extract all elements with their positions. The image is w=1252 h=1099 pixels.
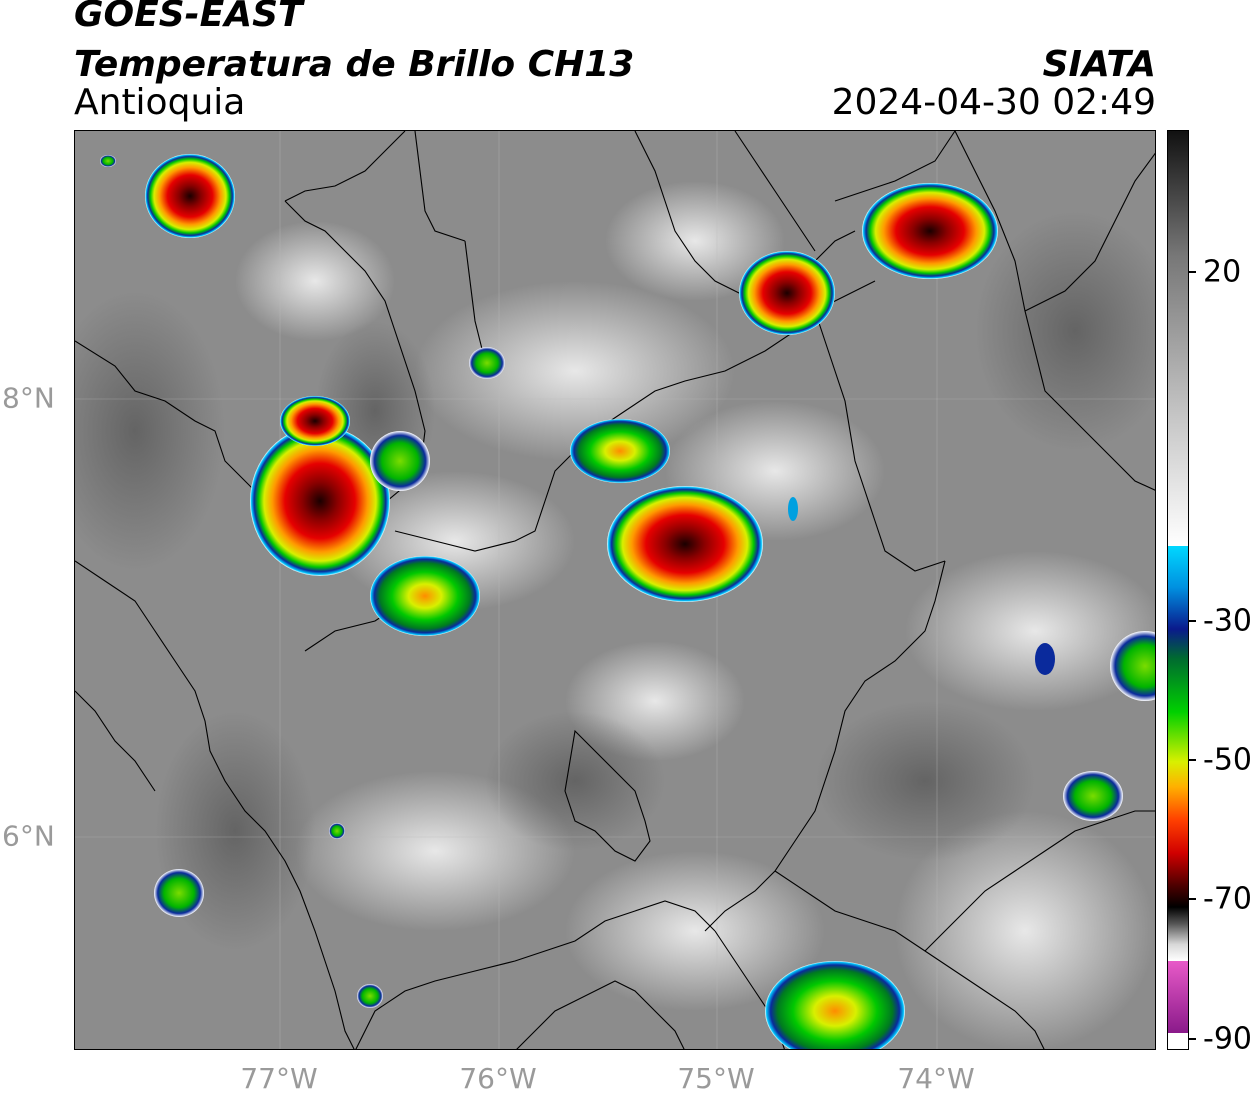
cell-center-ne: [570, 419, 670, 483]
cell-east-edge: [1110, 631, 1155, 701]
lat-label-6n: 6°N: [2, 819, 55, 853]
region-label: Antioquia: [74, 82, 246, 123]
cell-large-west: [250, 426, 390, 576]
lat-label-8n: 8°N: [2, 381, 55, 415]
datetime-label: 2024-04-30 02:49: [831, 82, 1156, 123]
boundaries: [75, 131, 1155, 1049]
colorbar-tick-neg70: [1189, 898, 1196, 900]
cell-southwest: [154, 869, 204, 917]
colorbar-label-neg30: -30: [1203, 603, 1252, 639]
colorbar-label-neg70: -70: [1203, 881, 1252, 917]
cell-west-side: [370, 431, 430, 491]
lon-label-75w: 75°W: [677, 1062, 755, 1095]
colorbar-label-neg90: -90: [1203, 1021, 1252, 1057]
satellite-map: [74, 130, 1156, 1050]
lon-label-77w: 77°W: [240, 1062, 318, 1095]
colorbar: [1167, 130, 1189, 1050]
cell-north-small: [469, 347, 505, 379]
cell-center: [607, 486, 763, 602]
cell-east-small: [1063, 771, 1123, 821]
cell-south: [765, 961, 905, 1049]
cell-southwest-2: [357, 984, 383, 1008]
colorbar-label-20: 20: [1203, 254, 1242, 290]
cell-west-north: [280, 396, 350, 446]
colorbar-tick-neg50: [1189, 759, 1196, 761]
cell-tiny-3: [1035, 643, 1055, 675]
cell-tiny-2: [100, 155, 116, 167]
product-title: Temperatura de Brillo CH13: [74, 44, 635, 85]
lon-label-74w: 74°W: [897, 1062, 975, 1095]
cell-northeast-2: [862, 183, 998, 279]
cell-west-south: [370, 556, 480, 636]
graticule: [75, 131, 1155, 1049]
colorbar-label-neg50: -50: [1203, 742, 1252, 778]
lon-label-76w: 76°W: [459, 1062, 537, 1095]
convective-cells: [100, 154, 1155, 1049]
cell-tiny-1: [329, 823, 345, 839]
cell-northeast-1: [739, 251, 835, 335]
satellite-title: GOES-EAST: [74, 0, 303, 35]
cell-tiny-4: [788, 497, 798, 521]
organization-label: SIATA: [1042, 44, 1156, 85]
colorbar-tick-20: [1189, 271, 1196, 273]
cloud-texture: [75, 181, 1155, 1049]
cell-northwest: [145, 154, 235, 238]
colorbar-tick-neg90: [1189, 1038, 1196, 1040]
colorbar-tick-neg30: [1189, 620, 1196, 622]
